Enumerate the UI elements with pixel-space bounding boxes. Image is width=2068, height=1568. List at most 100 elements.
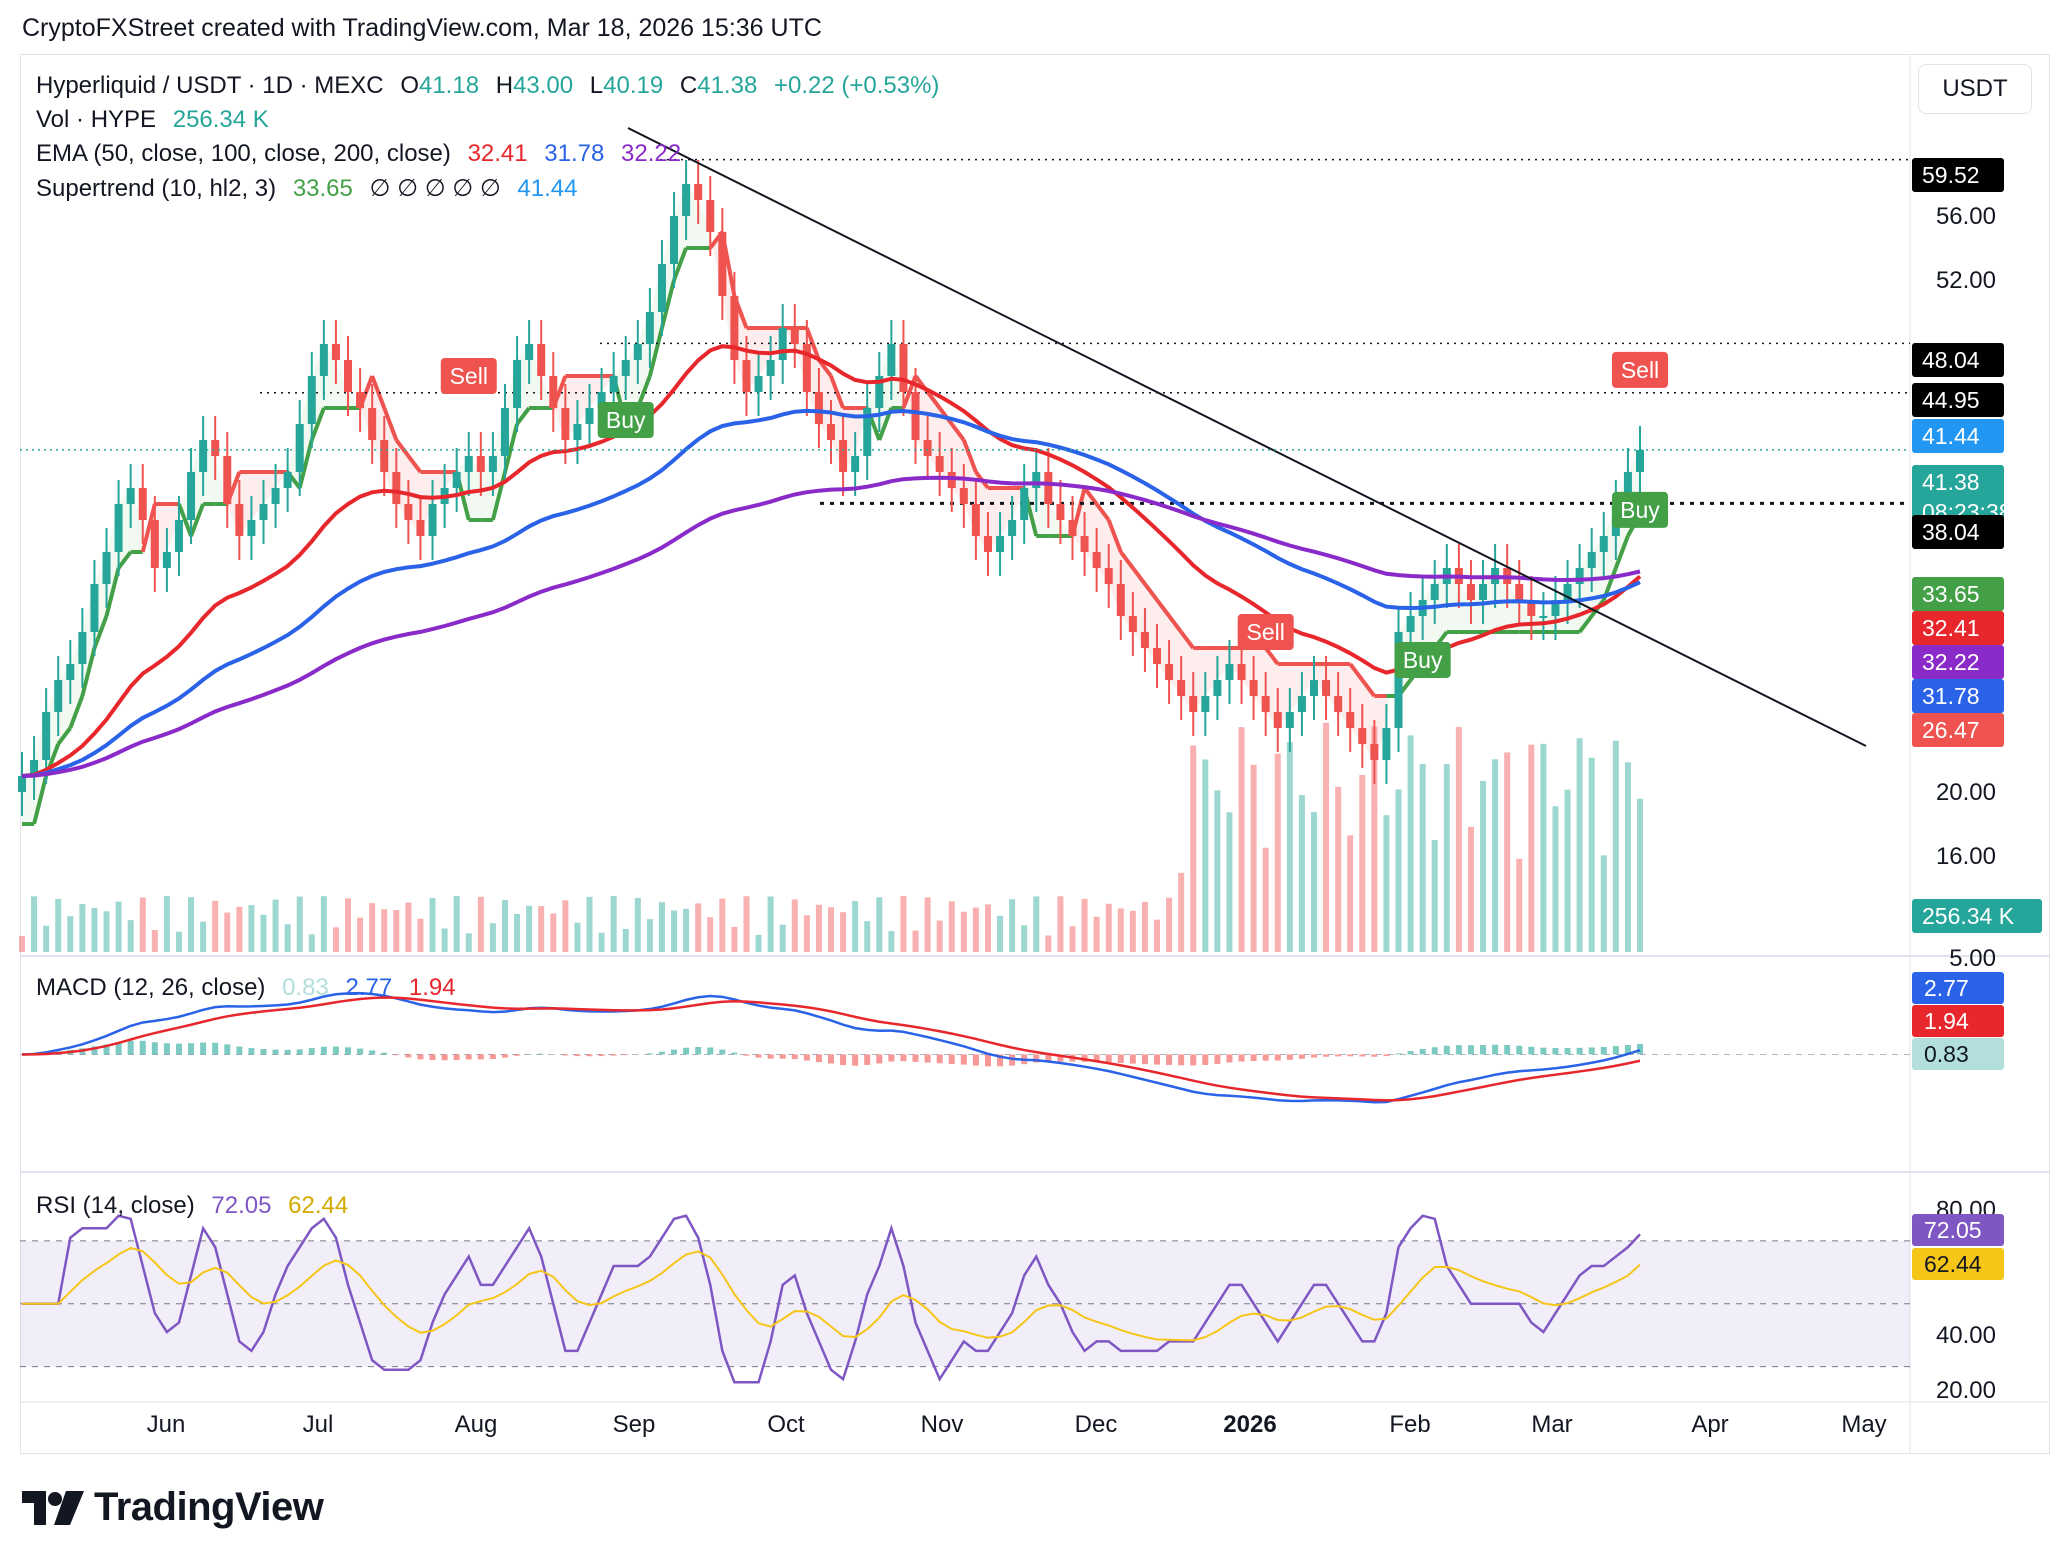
- legend-open: O41.18: [400, 72, 480, 99]
- macd-histogram-bar: [1600, 1046, 1607, 1055]
- candle-body: [766, 360, 775, 376]
- supertrend-segment: [177, 503, 193, 537]
- volume-bar: [972, 907, 979, 952]
- volume-bar: [1359, 774, 1366, 952]
- candle-body: [90, 584, 99, 632]
- macd-histogram-bar: [1395, 1053, 1402, 1055]
- price-badge-label: 41.44: [1922, 423, 1980, 449]
- macd-histogram-bar: [272, 1049, 279, 1055]
- volume-bar: [852, 901, 859, 952]
- volume-bar: [1045, 935, 1052, 952]
- volume-bar: [1455, 727, 1462, 952]
- ema200-line: [21, 475, 1641, 778]
- candle-body: [851, 456, 860, 472]
- candle-body: [1201, 696, 1210, 712]
- volume-bar: [1323, 722, 1330, 952]
- candle-body: [199, 440, 208, 472]
- candle-body: [42, 712, 51, 760]
- volume-bar: [888, 931, 895, 952]
- macd-histogram-bar: [586, 1054, 593, 1057]
- candle-body: [742, 360, 751, 392]
- macd-histogram-bar: [1298, 1054, 1305, 1059]
- volume-bar: [1190, 745, 1197, 952]
- volume-bar: [840, 912, 847, 952]
- supertrend-fill: [1301, 664, 1314, 696]
- candle-body: [983, 536, 992, 552]
- candle-body: [802, 344, 811, 392]
- macd-histogram-bar: [767, 1054, 774, 1059]
- volume-bar: [369, 903, 376, 952]
- volume-bar: [912, 930, 919, 952]
- macd-histogram-bar: [1347, 1054, 1354, 1057]
- supertrend-segment: [189, 503, 205, 537]
- macd-badge-label: 1.94: [1924, 1008, 1969, 1034]
- candle-body: [1153, 648, 1162, 664]
- time-axis-label: Oct: [767, 1411, 805, 1438]
- legend-macd-signal: 1.94: [408, 974, 456, 1001]
- supertrend-segment: [961, 439, 978, 473]
- volume-bar: [695, 903, 702, 952]
- macd-histogram-bar: [1286, 1054, 1293, 1060]
- volume-bar: [381, 909, 388, 952]
- currency-selector[interactable]: USDT: [1918, 64, 2032, 114]
- macd-histogram-bar: [1117, 1054, 1124, 1064]
- time-axis-label: Jun: [147, 1411, 186, 1438]
- tradingview-logo-icon: [22, 1490, 84, 1525]
- volume-bar: [1009, 899, 1016, 952]
- volume-bar: [1057, 896, 1064, 952]
- supertrend-segment: [382, 407, 399, 441]
- price-badge: [1912, 515, 2004, 549]
- macd-histogram-bar: [357, 1048, 364, 1055]
- time-axis-label: Feb: [1389, 1411, 1430, 1438]
- macd-histogram-bar: [1262, 1054, 1269, 1061]
- supertrend-segment: [950, 422, 966, 442]
- volume-bar: [151, 930, 158, 952]
- volume-bar: [1274, 753, 1281, 952]
- macd-histogram-bar: [284, 1049, 291, 1055]
- macd-histogram-bar: [465, 1054, 472, 1060]
- macd-histogram-bar: [1310, 1054, 1317, 1058]
- price-badge: [1912, 679, 2004, 713]
- candle-body: [307, 376, 316, 424]
- macd-histogram-bar: [1492, 1044, 1499, 1055]
- macd-histogram-bar: [296, 1049, 303, 1055]
- macd-histogram-bar: [1576, 1047, 1583, 1055]
- rsi-axis-label: 40.00: [1936, 1322, 1996, 1349]
- candle-body: [1297, 696, 1306, 712]
- macd-histogram-bar: [888, 1054, 895, 1062]
- volume-bar: [477, 896, 484, 952]
- price-badge: [1912, 419, 2004, 453]
- supertrend-segment: [80, 647, 97, 697]
- volume-bar: [598, 932, 605, 952]
- macd-histogram-bar: [972, 1054, 979, 1066]
- volume-bar: [1612, 740, 1619, 952]
- supertrend-fill: [166, 504, 179, 552]
- price-badge-label: 256.34 K: [1922, 903, 2015, 929]
- supertrend-segment: [68, 695, 85, 729]
- candle-body: [500, 408, 509, 456]
- volume-bar: [876, 897, 883, 952]
- macd-histogram-bar: [1202, 1054, 1209, 1065]
- volume-bar: [1637, 798, 1643, 952]
- volume-bar: [960, 911, 967, 952]
- volume-bar: [429, 898, 436, 952]
- candle-body: [344, 360, 353, 392]
- macd-histogram-bar: [731, 1052, 738, 1055]
- volume-bar: [393, 910, 400, 952]
- supertrend-segment: [1143, 582, 1159, 602]
- volume-bar: [1528, 744, 1535, 952]
- macd-histogram-bar: [441, 1054, 448, 1061]
- buy-signal-label: Buy: [606, 407, 646, 433]
- volume-bar: [1431, 839, 1438, 952]
- macd-histogram-bar: [852, 1054, 859, 1066]
- candle-body: [476, 456, 485, 472]
- macd-badge-label: 0.83: [1924, 1041, 1969, 1067]
- supertrend-segment: [1155, 598, 1171, 618]
- macd-histogram-bar: [1383, 1054, 1390, 1057]
- candle-body: [1406, 616, 1415, 632]
- macd-histogram-bar: [562, 1054, 569, 1056]
- volume-bar: [984, 904, 991, 952]
- macd-histogram-bar: [1214, 1054, 1221, 1064]
- candle-body: [1430, 584, 1439, 600]
